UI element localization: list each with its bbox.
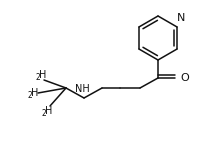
Text: 2: 2 (35, 73, 40, 82)
Text: H: H (39, 70, 46, 80)
Text: H: H (31, 88, 39, 98)
Text: O: O (179, 73, 188, 83)
Text: N: N (176, 13, 184, 23)
Text: NH: NH (74, 84, 89, 94)
Text: 2: 2 (27, 91, 32, 100)
Text: 2: 2 (41, 109, 46, 118)
Text: H: H (45, 106, 53, 116)
